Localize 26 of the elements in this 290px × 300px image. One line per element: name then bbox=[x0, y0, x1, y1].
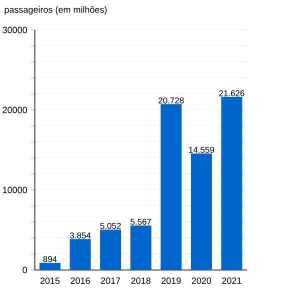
bar bbox=[100, 230, 122, 270]
x-tick-label: 2015 bbox=[40, 278, 60, 284]
bar bbox=[130, 225, 152, 270]
bar bbox=[221, 96, 242, 270]
data-label: 3.854 bbox=[70, 232, 91, 238]
y-tick-label: 30000 bbox=[2, 26, 27, 34]
x-tick-label: 2016 bbox=[70, 278, 90, 284]
x-tick-label: 2019 bbox=[162, 278, 181, 284]
bar bbox=[160, 104, 182, 270]
x-tick-label: 2020 bbox=[192, 278, 212, 284]
y-tick-label: 20000 bbox=[2, 106, 27, 114]
data-label: 20.728 bbox=[158, 97, 184, 104]
chart-title: passageiros (em milhões) bbox=[4, 6, 107, 15]
data-label: 14.559 bbox=[189, 146, 214, 153]
y-tick-label: 10000 bbox=[2, 186, 27, 194]
x-tick-label: 2021 bbox=[222, 278, 242, 284]
data-label: 5.567 bbox=[130, 218, 152, 225]
data-label: 21.626 bbox=[219, 90, 244, 96]
x-tick-label: 2018 bbox=[131, 278, 150, 284]
bar bbox=[70, 239, 91, 270]
bar bbox=[190, 154, 212, 270]
x-tick-label: 2017 bbox=[101, 278, 120, 284]
y-tick-label: 0 bbox=[22, 266, 27, 274]
bar bbox=[40, 262, 60, 270]
data-label: 5.052 bbox=[100, 222, 121, 229]
data-label: 894 bbox=[43, 256, 57, 262]
